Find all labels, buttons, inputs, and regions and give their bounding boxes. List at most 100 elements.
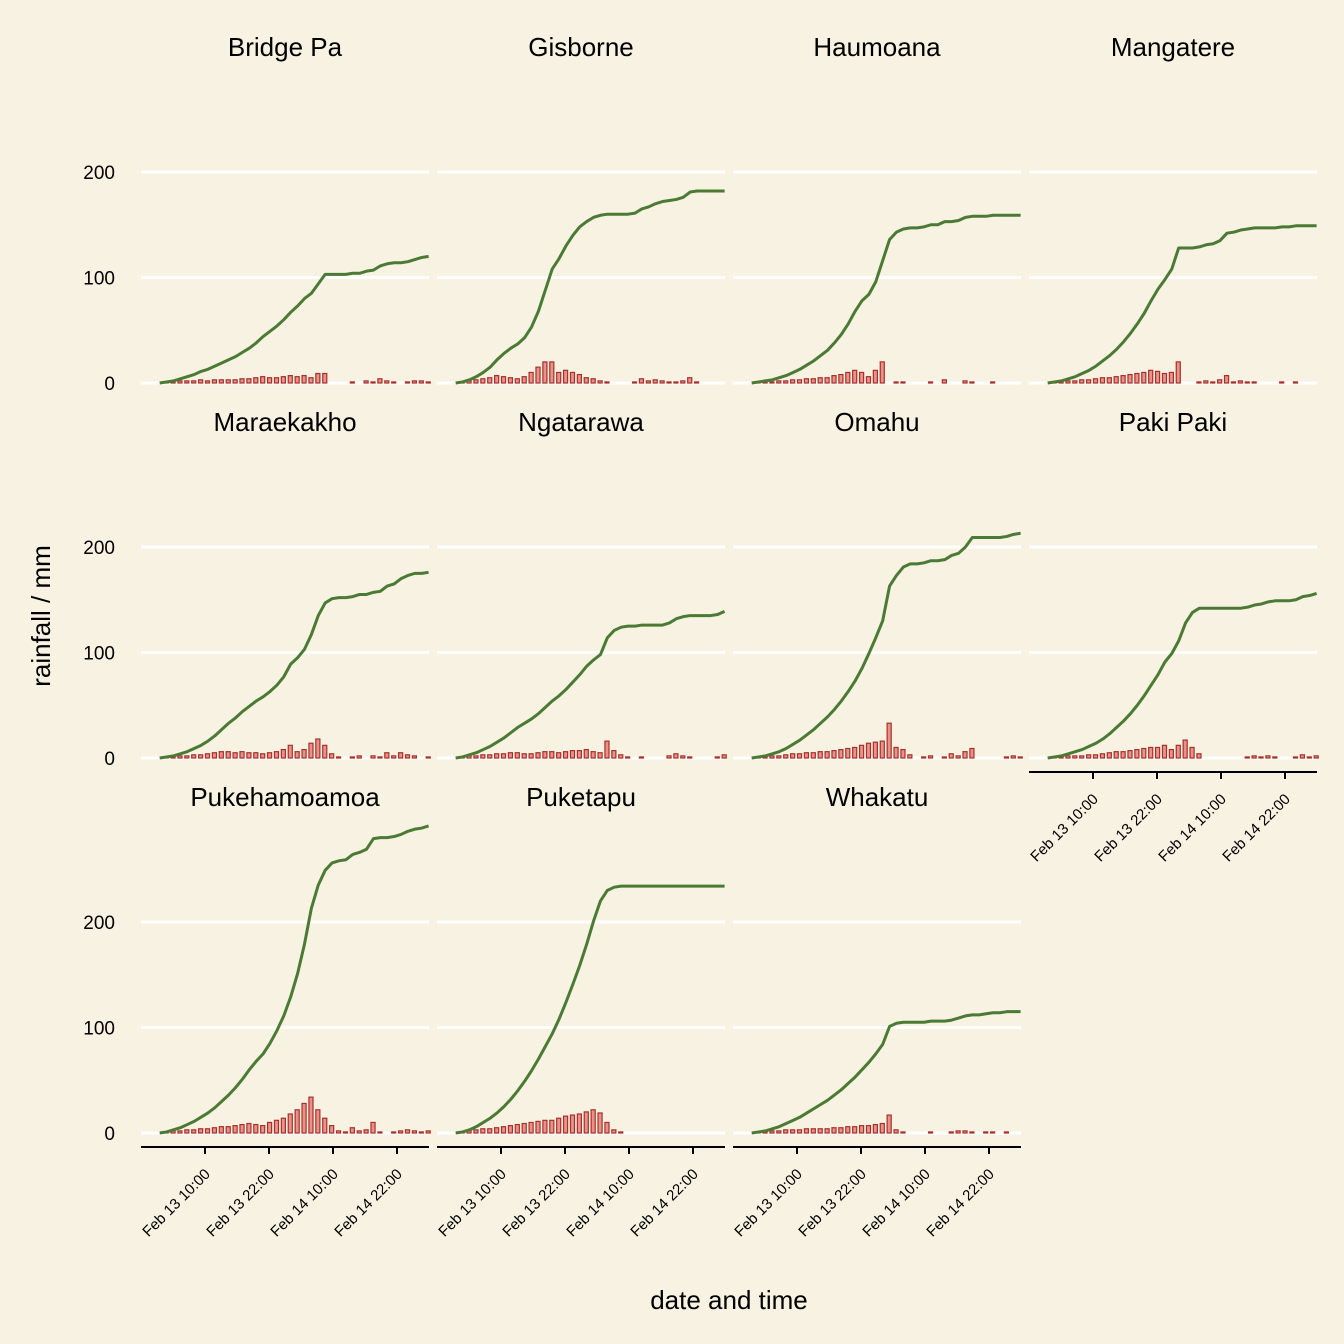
hourly-rain-bar <box>872 741 879 759</box>
hourly-rain-bar <box>308 742 314 759</box>
y-tick-label: 200 <box>83 163 115 184</box>
cumulative-rain-line <box>455 189 725 385</box>
hourly-rain-bar <box>604 381 610 384</box>
hourly-rain-bar <box>955 1130 961 1134</box>
hourly-rain-bar <box>776 1130 782 1134</box>
hourly-rain-bar <box>955 755 961 759</box>
hourly-rain-bar <box>204 380 211 384</box>
hourly-rain-bar <box>308 1096 314 1134</box>
hourly-rain-bar <box>597 380 603 384</box>
hourly-rain-bar <box>583 377 589 384</box>
hourly-rain-bar <box>1210 381 1216 384</box>
hourly-rain-bar <box>1161 372 1168 384</box>
panel-title: Whakatu <box>826 782 929 812</box>
hourly-rain-bar <box>893 746 899 759</box>
hourly-rain-bar <box>177 380 183 384</box>
hourly-rain-bar <box>789 379 796 384</box>
hourly-rain-bar <box>280 748 287 759</box>
cumulative-rain-line <box>1047 591 1318 760</box>
cumulative-rain-line <box>159 824 430 1135</box>
hourly-rain-bar <box>1306 756 1312 759</box>
hourly-rain-bar <box>789 753 796 759</box>
hourly-rain-bar <box>294 1109 300 1134</box>
y-axis-title: rainfall / mm <box>26 545 56 687</box>
hourly-rain-bar <box>625 756 631 759</box>
hourly-rain-bar <box>900 1131 906 1134</box>
hourly-rain-bar <box>969 747 975 759</box>
hourly-rain-bar <box>638 378 645 384</box>
hourly-rain-bar <box>294 376 300 384</box>
hourly-rain-bar <box>473 755 479 759</box>
hourly-rain-bar <box>569 1114 576 1134</box>
hourly-rain-bar <box>1085 379 1092 384</box>
hourly-rain-bar <box>638 756 645 759</box>
hourly-rain-bar <box>266 752 273 759</box>
hourly-rain-bar <box>1154 746 1161 759</box>
hourly-rain-bar <box>796 753 803 759</box>
hourly-rain-bar <box>969 1131 975 1134</box>
hourly-rain-bar <box>329 1125 335 1134</box>
hourly-rain-bar <box>831 375 837 384</box>
hourly-rain-bar <box>494 375 500 384</box>
cumulative-rain-line <box>159 570 429 760</box>
hourly-rain-bar <box>211 379 218 384</box>
hourly-rain-bar <box>562 369 569 384</box>
panel-title: Maraekakho <box>213 407 356 437</box>
hourly-rain-bar <box>810 1128 816 1134</box>
hourly-rain-bar <box>1313 755 1319 759</box>
hourly-rain-bar <box>687 377 693 384</box>
hourly-rain-bar <box>845 747 851 759</box>
hourly-rain-bar <box>1154 370 1161 384</box>
hourly-rain-bar <box>287 1113 293 1134</box>
hourly-rain-bar <box>666 381 672 384</box>
hourly-rain-bar <box>397 752 404 759</box>
hourly-rain-bar <box>294 751 300 759</box>
hourly-rain-bar <box>1072 380 1078 384</box>
hourly-rain-bar <box>1106 752 1112 759</box>
hourly-rain-bar <box>315 738 321 759</box>
hourly-rain-bar <box>556 752 562 759</box>
hourly-rain-bar <box>1092 378 1099 384</box>
hourly-rain-bar <box>198 754 204 759</box>
hourly-rain-bar <box>363 380 369 384</box>
panel-bridge-pa: Bridge Pa 0 100 200 <box>83 32 431 395</box>
hourly-rain-bar <box>1161 744 1168 759</box>
hourly-rain-bar <box>845 1126 851 1134</box>
hourly-rain-bar <box>583 1111 589 1134</box>
hourly-rain-bar <box>418 1131 424 1134</box>
hourly-rain-bar <box>769 755 775 759</box>
hourly-rain-bar <box>687 756 693 759</box>
hourly-rain-bar <box>301 375 307 384</box>
hourly-rain-bar <box>418 380 424 384</box>
hourly-rain-bar <box>1065 755 1071 759</box>
hourly-rain-bar <box>397 1130 404 1134</box>
hourly-rain-bar <box>287 744 293 759</box>
hourly-rain-bar <box>521 753 527 759</box>
hourly-rain-bar <box>301 1102 307 1134</box>
hourly-rain-bar <box>225 379 231 384</box>
hourly-rain-bar <box>810 378 816 384</box>
hourly-rain-bar <box>673 381 679 384</box>
hourly-rain-bar <box>473 379 479 384</box>
hourly-rain-bar <box>301 748 307 759</box>
hourly-rain-bar <box>507 377 514 384</box>
hourly-rain-bar <box>900 381 906 384</box>
hourly-rain-bar <box>1134 372 1140 384</box>
hourly-rain-bar <box>198 1128 204 1134</box>
hourly-rain-bar <box>507 1125 514 1134</box>
hourly-rain-bar <box>680 755 686 759</box>
hourly-rain-bar <box>673 753 679 759</box>
hourly-rain-bar <box>590 751 596 759</box>
cumulative-rain-line <box>751 531 1021 760</box>
hourly-rain-bar <box>1134 748 1140 759</box>
hourly-rain-bar <box>404 381 411 384</box>
hourly-rain-bar <box>329 753 335 759</box>
hourly-rain-bar <box>666 755 672 759</box>
hourly-rain-bar <box>425 381 431 384</box>
hourly-rain-bar <box>1120 751 1126 759</box>
hourly-rain-bar <box>562 1115 569 1134</box>
hourly-rain-bar <box>983 1131 989 1134</box>
hourly-rain-bar <box>941 379 947 384</box>
hourly-rain-bar <box>1292 756 1299 759</box>
panel-title: Bridge Pa <box>228 32 343 62</box>
